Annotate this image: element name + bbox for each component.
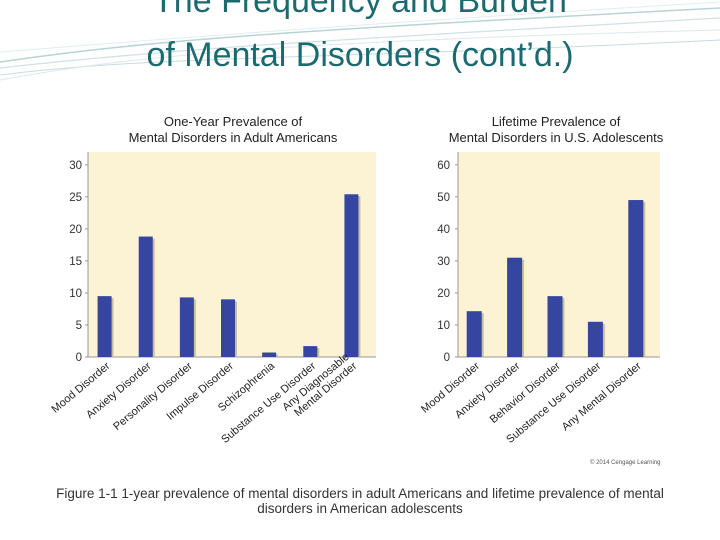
- x-category-label: Any Mental Disorder: [560, 360, 644, 433]
- bar: [507, 257, 523, 357]
- chart-title-line: Lifetime Prevalence of: [492, 114, 621, 129]
- background-swoosh: [0, 7, 720, 63]
- bar: [344, 194, 359, 357]
- slide-title-line1: The Frequency and Burden: [153, 0, 567, 20]
- copyright-credit: © 2014 Cengage Learning: [590, 460, 661, 466]
- slide-title-line2: of Mental Disorders (cont’d.): [146, 36, 574, 74]
- bar: [303, 346, 318, 357]
- background-swoosh: [0, 17, 720, 69]
- bar: [628, 200, 644, 357]
- bar: [97, 296, 112, 357]
- y-tick-label: 5: [76, 320, 82, 332]
- chart-title-line: Mental Disorders in U.S. Adolescents: [449, 130, 664, 145]
- x-category-label-line: Personality Disorder: [111, 360, 195, 433]
- background-swoosh: [0, 29, 720, 81]
- y-tick-label: 60: [437, 160, 450, 172]
- y-tick-label: 40: [437, 224, 450, 236]
- y-tick-label: 30: [437, 256, 450, 268]
- figure-panel: One-Year Prevalence of Mental Disorders i…: [48, 112, 678, 474]
- y-tick-label: 10: [69, 288, 82, 300]
- bar: [587, 321, 603, 357]
- y-tick-label: 10: [437, 320, 450, 332]
- bar: [262, 352, 277, 357]
- x-category-label: Personality Disorder: [111, 360, 195, 433]
- x-category-label: Behavior Disorder: [488, 360, 563, 426]
- chart-title-line: Mental Disorders in Adult Americans: [129, 130, 338, 145]
- y-tick-label: 20: [69, 224, 82, 236]
- bar: [138, 236, 153, 357]
- x-category-label-line: Any Mental Disorder: [560, 360, 644, 433]
- x-category-label-line: Behavior Disorder: [488, 360, 563, 426]
- y-tick-label: 0: [444, 352, 450, 364]
- y-tick-label: 20: [437, 288, 450, 300]
- bar: [547, 296, 563, 357]
- chart-title-line: One-Year Prevalence of: [164, 114, 303, 129]
- bar: [179, 297, 194, 357]
- y-tick-label: 25: [69, 192, 82, 204]
- y-tick-label: 15: [69, 256, 82, 268]
- y-tick-label: 50: [437, 192, 450, 204]
- y-tick-label: 30: [69, 160, 82, 172]
- background-swoosh: [0, 1, 720, 53]
- figure-caption: Figure 1-1 1-year prevalence of mental d…: [56, 486, 664, 516]
- background-swoosh: [0, 39, 720, 76]
- y-tick-label: 0: [76, 352, 82, 364]
- bar: [221, 299, 235, 357]
- bar: [466, 311, 482, 357]
